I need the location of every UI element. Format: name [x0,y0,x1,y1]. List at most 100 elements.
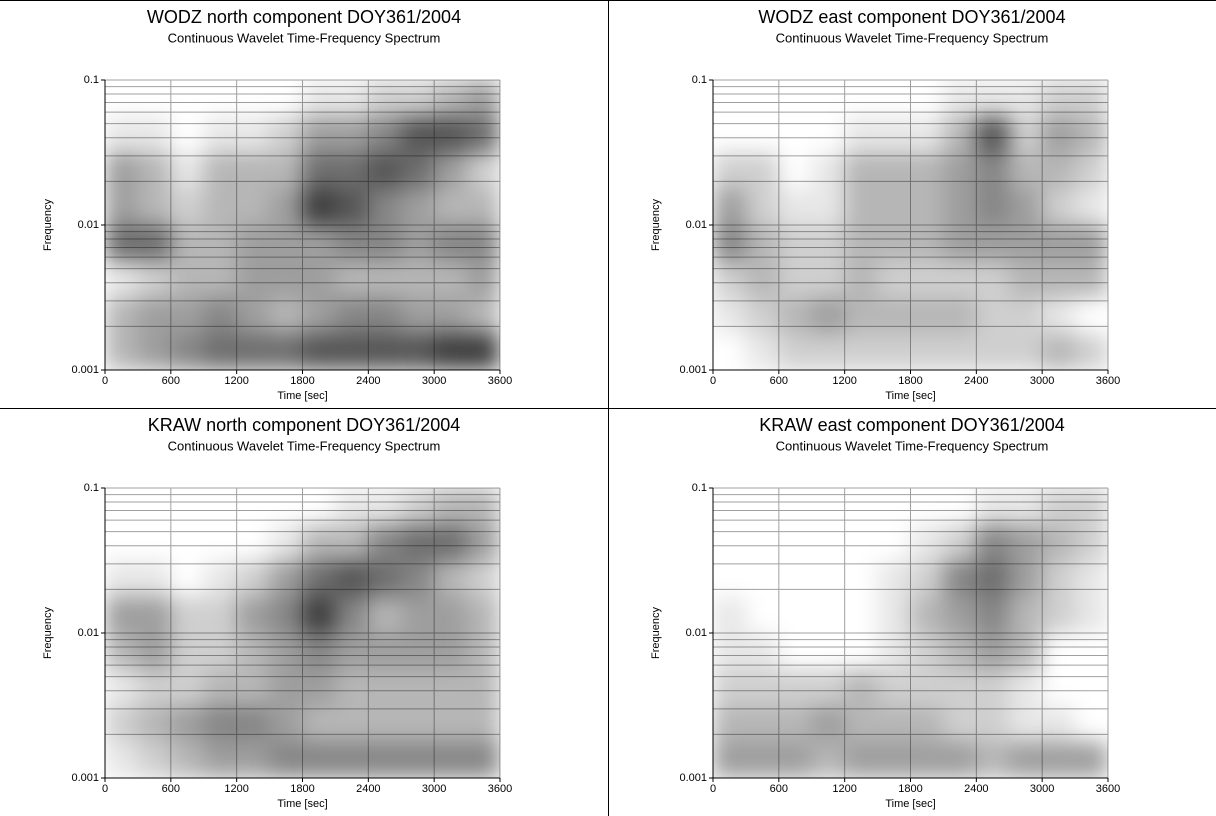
y-axis-label: Frequency [42,607,54,659]
heat-cell [779,153,812,189]
heat-cell [910,116,944,153]
heat-cell [1075,524,1108,561]
x-tick-label: 1200 [224,375,248,387]
heat-cell [746,561,779,597]
heatmap-cells [105,488,500,778]
heat-cell [1009,488,1043,525]
heat-cell [203,261,237,298]
heat-cell [302,225,336,262]
heat-cell [745,225,779,262]
heat-cell [368,669,402,706]
heat-cell [713,80,746,116]
heat-cell [1075,152,1108,189]
heat-cell [877,560,911,597]
heat-cell [976,225,1010,262]
heat-cell [269,524,303,561]
heat-cell [877,596,911,633]
heat-cell [467,116,500,153]
heat-cell [877,705,911,742]
heat-cell [269,669,303,706]
heat-cell [877,669,911,706]
heat-cell [1042,669,1075,705]
heat-cell [1042,488,1076,525]
x-axis-label: Time [sec] [277,798,327,810]
x-tick-label: 600 [770,783,788,795]
heat-cell [878,524,911,560]
heat-cell [203,225,237,262]
heat-cell [779,633,812,669]
heat-cell [1075,560,1108,597]
heat-cell [1042,188,1076,225]
heat-cell [467,297,500,334]
heat-cell [105,152,138,189]
heat-cell [138,488,171,524]
x-tick-label: 3600 [1096,375,1120,387]
heatmap-cells [713,80,1108,370]
heat-cell [877,152,911,189]
heat-cell [203,188,237,225]
chart-subtitle: Continuous Wavelet Time-Frequency Spectr… [776,438,1049,453]
heat-cell [401,741,435,778]
heat-cell [467,741,500,778]
heat-cell [303,488,336,524]
heat-cell [976,152,1010,189]
heat-cell [778,188,812,225]
heat-cell [137,116,171,153]
heat-cell [105,596,138,633]
heat-cell [910,261,944,298]
heat-cell [844,261,878,298]
heat-cell [368,741,402,778]
heat-cell [401,560,435,597]
heat-cell [943,333,977,370]
x-tick-label: 3000 [422,375,446,387]
heat-cell [910,741,944,778]
heat-cell [137,333,171,370]
chart-subtitle: Continuous Wavelet Time-Frequency Spectr… [168,30,441,45]
heat-cell [745,633,779,670]
heat-cell [713,116,746,152]
heat-cell [811,333,845,370]
heat-cell [1009,152,1043,189]
heat-cell [746,116,779,152]
heat-cell [878,488,911,524]
heat-cell [401,297,435,334]
heat-cell [105,488,138,524]
heat-cell [745,741,779,778]
heat-cell [368,152,402,189]
heat-cell [434,741,468,778]
heat-cell [203,297,237,334]
heat-cell [335,297,369,334]
heat-cell [845,488,878,524]
heat-cell [812,116,845,152]
chart-subtitle: Continuous Wavelet Time-Frequency Spectr… [776,30,1049,45]
heat-cell [105,261,138,298]
heat-cell [401,669,435,706]
heat-cell [434,261,468,298]
heat-cell [1042,741,1076,778]
heat-cell [943,596,977,633]
heat-cell [434,152,468,189]
heat-cell [270,80,303,116]
heat-cell [746,488,779,524]
heat-cell [943,188,977,225]
heat-cell [302,116,336,153]
heat-cell [137,669,171,706]
heat-cell [811,669,845,706]
heat-cell [401,705,435,742]
x-tick-label: 0 [102,783,108,795]
heat-cell [137,188,171,225]
heat-cell [1075,333,1108,370]
x-tick-label: 1800 [898,375,922,387]
heat-cell [269,741,303,778]
heat-cell [467,633,500,670]
heat-cell [204,488,237,524]
heat-cell [368,560,402,597]
heat-cell [1075,633,1108,669]
heat-cell [171,524,204,560]
heat-cell [171,488,204,524]
heatmap-cells [105,80,500,370]
heat-cell [812,561,845,597]
heat-cell [368,261,402,298]
heat-cell [434,488,468,525]
